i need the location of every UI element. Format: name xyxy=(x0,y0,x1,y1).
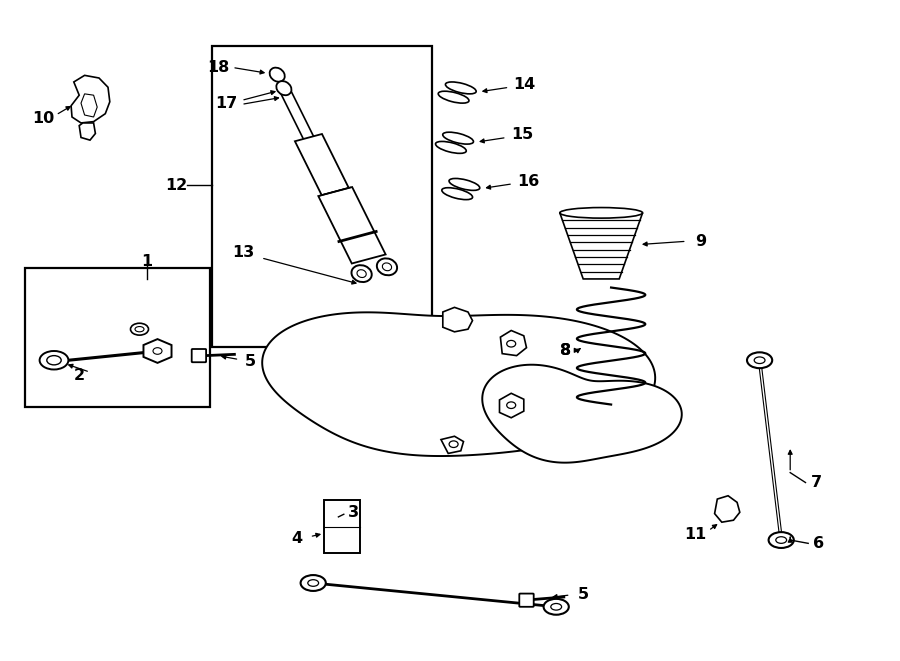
Ellipse shape xyxy=(560,208,643,218)
Polygon shape xyxy=(443,307,473,332)
Text: 6: 6 xyxy=(814,536,824,551)
Polygon shape xyxy=(482,365,682,463)
Polygon shape xyxy=(143,339,172,363)
Text: 8: 8 xyxy=(560,343,571,358)
Polygon shape xyxy=(500,393,524,418)
Ellipse shape xyxy=(769,532,794,548)
Polygon shape xyxy=(81,94,97,117)
Polygon shape xyxy=(715,496,740,522)
Bar xyxy=(324,500,360,553)
Text: 8: 8 xyxy=(560,343,571,358)
Polygon shape xyxy=(71,75,110,123)
Text: 16: 16 xyxy=(518,174,539,188)
Polygon shape xyxy=(280,89,316,143)
Text: 7: 7 xyxy=(811,475,822,490)
Ellipse shape xyxy=(382,263,392,271)
Polygon shape xyxy=(319,187,385,264)
Polygon shape xyxy=(262,313,655,456)
Polygon shape xyxy=(79,123,95,140)
Ellipse shape xyxy=(357,270,366,278)
Ellipse shape xyxy=(352,265,372,282)
Text: 14: 14 xyxy=(514,77,536,92)
Text: 13: 13 xyxy=(232,245,254,260)
Ellipse shape xyxy=(776,537,787,543)
Text: 17: 17 xyxy=(216,97,238,111)
Ellipse shape xyxy=(754,357,765,364)
Text: 11: 11 xyxy=(685,527,706,541)
Text: 3: 3 xyxy=(348,505,359,520)
Polygon shape xyxy=(295,134,349,195)
Ellipse shape xyxy=(551,603,562,610)
Ellipse shape xyxy=(276,81,292,95)
FancyBboxPatch shape xyxy=(519,594,534,607)
Text: 4: 4 xyxy=(292,531,302,546)
Text: 12: 12 xyxy=(166,178,187,192)
Text: 9: 9 xyxy=(695,234,706,249)
Ellipse shape xyxy=(47,356,61,365)
Ellipse shape xyxy=(747,352,772,368)
Text: 18: 18 xyxy=(208,60,230,75)
Text: 15: 15 xyxy=(511,128,533,142)
Bar xyxy=(212,46,432,347)
Text: 5: 5 xyxy=(245,354,256,369)
Ellipse shape xyxy=(308,580,319,586)
Polygon shape xyxy=(500,330,526,356)
Text: 5: 5 xyxy=(578,588,589,602)
Text: 10: 10 xyxy=(32,112,54,126)
Ellipse shape xyxy=(377,258,397,275)
Bar xyxy=(25,268,210,407)
Polygon shape xyxy=(560,213,643,279)
Ellipse shape xyxy=(130,323,148,335)
Ellipse shape xyxy=(270,67,284,82)
Ellipse shape xyxy=(153,348,162,354)
Ellipse shape xyxy=(544,599,569,615)
Polygon shape xyxy=(441,436,464,453)
Ellipse shape xyxy=(301,575,326,591)
Ellipse shape xyxy=(135,327,144,332)
FancyBboxPatch shape xyxy=(192,349,206,362)
Ellipse shape xyxy=(40,351,68,369)
Text: 2: 2 xyxy=(74,368,85,383)
Text: 1: 1 xyxy=(141,254,152,268)
